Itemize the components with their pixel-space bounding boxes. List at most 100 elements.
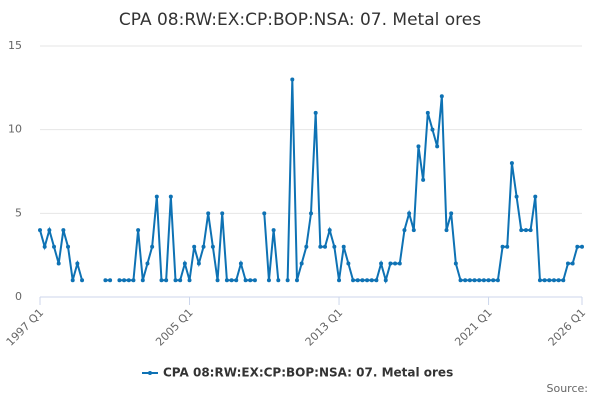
point bbox=[248, 278, 253, 283]
point bbox=[168, 194, 173, 199]
point bbox=[234, 278, 239, 283]
point bbox=[355, 278, 360, 283]
point bbox=[486, 278, 491, 283]
point bbox=[136, 228, 141, 233]
point bbox=[411, 228, 416, 233]
point bbox=[117, 278, 122, 283]
point bbox=[304, 244, 309, 249]
point bbox=[131, 278, 136, 283]
point bbox=[481, 278, 486, 283]
y-tick-label: 15 bbox=[8, 39, 22, 52]
point bbox=[458, 278, 463, 283]
point bbox=[514, 194, 519, 199]
point bbox=[509, 161, 514, 166]
point bbox=[551, 278, 556, 283]
point bbox=[472, 278, 477, 283]
point bbox=[425, 110, 430, 115]
point bbox=[519, 228, 524, 233]
point bbox=[56, 261, 61, 266]
point bbox=[491, 278, 496, 283]
point bbox=[220, 211, 225, 216]
point bbox=[182, 261, 187, 266]
chart-title: CPA 08:RW:EX:CP:BOP:NSA: 07. Metal ores bbox=[119, 10, 481, 30]
y-tick-label: 0 bbox=[15, 290, 22, 303]
point bbox=[285, 278, 290, 283]
point bbox=[61, 228, 66, 233]
point bbox=[210, 244, 215, 249]
point bbox=[47, 228, 52, 233]
point bbox=[299, 261, 304, 266]
point bbox=[52, 244, 57, 249]
point bbox=[173, 278, 178, 283]
point bbox=[580, 244, 584, 249]
point bbox=[192, 244, 197, 249]
point bbox=[439, 94, 444, 99]
point bbox=[276, 278, 281, 283]
point bbox=[201, 244, 206, 249]
point bbox=[337, 278, 342, 283]
point bbox=[365, 278, 370, 283]
y-tick-label: 5 bbox=[15, 206, 22, 219]
point bbox=[262, 211, 267, 216]
point bbox=[294, 278, 299, 283]
point bbox=[70, 278, 75, 283]
point bbox=[575, 244, 580, 249]
point bbox=[537, 278, 542, 283]
point bbox=[187, 278, 192, 283]
point bbox=[500, 244, 505, 249]
point bbox=[407, 211, 412, 216]
source: Source: bbox=[547, 382, 589, 395]
legend-marker bbox=[148, 371, 152, 375]
point bbox=[103, 278, 108, 283]
point bbox=[570, 261, 575, 266]
point bbox=[528, 228, 533, 233]
point bbox=[196, 261, 201, 266]
point bbox=[178, 278, 183, 283]
point bbox=[266, 278, 271, 283]
line bbox=[39, 79, 582, 284]
point bbox=[477, 278, 482, 283]
point bbox=[523, 228, 528, 233]
point bbox=[346, 261, 351, 266]
point bbox=[313, 110, 318, 115]
legend-label: CPA 08:RW:EX:CP:BOP:NSA: 07. Metal ores bbox=[163, 366, 453, 380]
point bbox=[463, 278, 468, 283]
point bbox=[323, 244, 328, 249]
point bbox=[206, 211, 211, 216]
point bbox=[341, 244, 346, 249]
point bbox=[327, 228, 332, 233]
point bbox=[444, 228, 449, 233]
point bbox=[75, 261, 80, 266]
point bbox=[416, 144, 421, 149]
point bbox=[243, 278, 248, 283]
point bbox=[351, 278, 356, 283]
point bbox=[556, 278, 561, 283]
point bbox=[435, 144, 440, 149]
point bbox=[164, 278, 169, 283]
point bbox=[561, 278, 566, 283]
point bbox=[318, 244, 323, 249]
point bbox=[122, 278, 127, 283]
point bbox=[224, 278, 229, 283]
point bbox=[66, 244, 71, 249]
point bbox=[271, 228, 276, 233]
point bbox=[159, 278, 164, 283]
x-tick-label: 2026 Q1 bbox=[546, 306, 589, 349]
point bbox=[238, 261, 243, 266]
point bbox=[402, 228, 407, 233]
point bbox=[215, 278, 220, 283]
x-tick-label: 2005 Q1 bbox=[153, 306, 196, 349]
point bbox=[397, 261, 402, 266]
point bbox=[565, 261, 570, 266]
point bbox=[126, 278, 131, 283]
point bbox=[495, 278, 500, 283]
point bbox=[38, 228, 42, 233]
point bbox=[80, 278, 85, 283]
point bbox=[430, 127, 435, 132]
point bbox=[467, 278, 472, 283]
point bbox=[332, 244, 337, 249]
x-tick-label: 1997 Q1 bbox=[4, 306, 47, 349]
x-tick-label: 2013 Q1 bbox=[303, 306, 346, 349]
point bbox=[42, 244, 47, 249]
